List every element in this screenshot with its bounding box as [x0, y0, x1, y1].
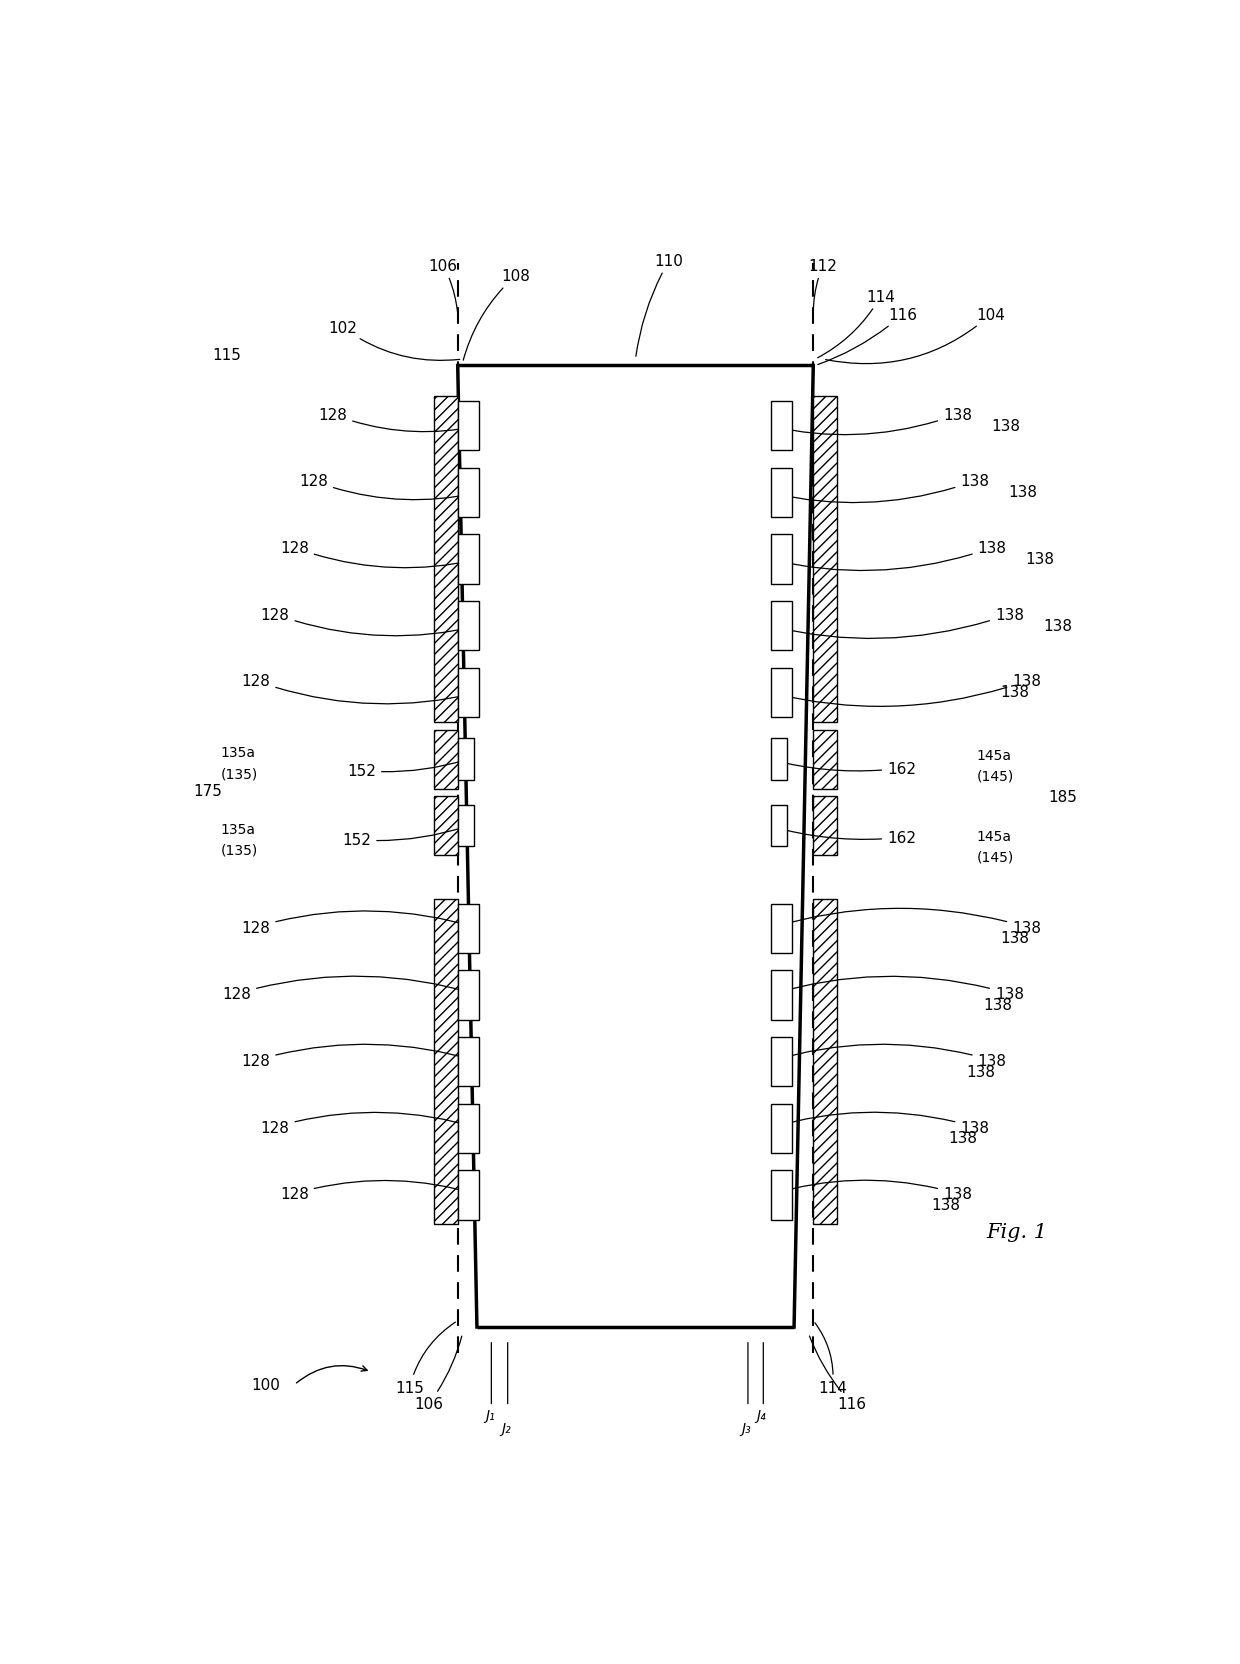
Text: 115: 115 [396, 1323, 455, 1394]
Bar [434, 797, 458, 855]
Bar [771, 739, 787, 780]
Text: Fig. 1: Fig. 1 [986, 1223, 1048, 1241]
Text: 138: 138 [966, 1063, 994, 1078]
Text: J₄: J₄ [756, 1408, 766, 1423]
Bar [771, 1037, 792, 1087]
Bar [458, 904, 479, 953]
Text: 185: 185 [1049, 790, 1078, 805]
Text: (135): (135) [221, 844, 258, 857]
Text: 116: 116 [810, 1336, 867, 1411]
Bar [771, 805, 787, 847]
Text: 138: 138 [771, 1180, 972, 1201]
Text: 138: 138 [931, 1198, 961, 1213]
Text: 128: 128 [260, 607, 476, 636]
Bar [434, 899, 458, 1225]
Text: 135a: 135a [221, 745, 255, 760]
Text: 135a: 135a [221, 824, 255, 837]
Text: 162: 162 [771, 827, 916, 845]
Text: 138: 138 [1043, 619, 1071, 634]
Text: 138: 138 [771, 474, 990, 503]
Bar [458, 1037, 479, 1087]
Text: 100: 100 [250, 1376, 280, 1391]
Text: (145): (145) [977, 769, 1014, 784]
Text: 138: 138 [771, 977, 1024, 1002]
Text: 138: 138 [1008, 484, 1038, 499]
Bar [813, 398, 837, 722]
Bar [813, 730, 837, 789]
Bar [771, 534, 792, 584]
Text: 128: 128 [299, 474, 476, 501]
Bar [458, 970, 479, 1020]
Text: 128: 128 [222, 977, 476, 1002]
Bar [458, 1170, 479, 1220]
Text: 106: 106 [429, 260, 458, 313]
Bar [771, 904, 792, 953]
Text: J₂: J₂ [501, 1421, 511, 1436]
Text: 108: 108 [464, 270, 529, 361]
Text: 128: 128 [242, 1045, 476, 1068]
Bar [771, 1170, 792, 1220]
Text: 152: 152 [347, 760, 466, 779]
Text: 145a: 145a [977, 829, 1012, 844]
Text: 114: 114 [817, 290, 895, 358]
Text: 116: 116 [818, 308, 918, 366]
Text: 114: 114 [815, 1323, 847, 1394]
Text: 175: 175 [193, 784, 222, 799]
Bar [434, 398, 458, 722]
Text: 128: 128 [280, 541, 476, 569]
Text: 138: 138 [771, 909, 1042, 935]
Bar [458, 534, 479, 584]
Bar [458, 401, 479, 451]
Text: 128: 128 [242, 912, 476, 935]
Bar [771, 401, 792, 451]
Text: 138: 138 [771, 1045, 1007, 1068]
Text: 138: 138 [991, 418, 1021, 433]
Text: 145a: 145a [977, 749, 1012, 762]
Text: 128: 128 [242, 674, 476, 704]
Text: 152: 152 [342, 827, 466, 849]
Text: 115: 115 [213, 348, 242, 363]
Text: (145): (145) [977, 850, 1014, 864]
Text: J₃: J₃ [742, 1421, 751, 1436]
Bar [771, 970, 792, 1020]
Text: 138: 138 [1001, 930, 1029, 945]
Bar [771, 669, 792, 717]
Text: 138: 138 [771, 674, 1042, 707]
Bar [771, 468, 792, 518]
Text: 138: 138 [949, 1132, 978, 1146]
Text: 138: 138 [771, 607, 1024, 639]
Text: 128: 128 [260, 1113, 476, 1135]
Text: 128: 128 [280, 1181, 476, 1201]
Text: 102: 102 [327, 319, 460, 361]
Bar [458, 1103, 479, 1153]
Bar [813, 899, 837, 1225]
Text: 104: 104 [826, 308, 1006, 364]
Text: J₁: J₁ [486, 1408, 495, 1423]
Text: 138: 138 [1025, 551, 1055, 566]
Bar [813, 797, 837, 855]
Bar [458, 739, 474, 780]
Bar [771, 602, 792, 651]
Text: 106: 106 [414, 1336, 461, 1411]
Bar [458, 805, 474, 847]
Bar [458, 468, 479, 518]
Text: 138: 138 [771, 1113, 990, 1135]
Text: 112: 112 [808, 260, 837, 313]
Bar [771, 1103, 792, 1153]
Text: 138: 138 [771, 408, 972, 436]
Bar [458, 602, 479, 651]
Text: 128: 128 [319, 408, 476, 433]
Text: 110: 110 [636, 253, 683, 358]
Text: 138: 138 [771, 541, 1007, 571]
Text: 138: 138 [1001, 686, 1029, 701]
Bar [434, 730, 458, 789]
Text: 162: 162 [771, 760, 916, 775]
Text: (135): (135) [221, 767, 258, 780]
Text: 138: 138 [983, 997, 1012, 1012]
Bar [458, 669, 479, 717]
